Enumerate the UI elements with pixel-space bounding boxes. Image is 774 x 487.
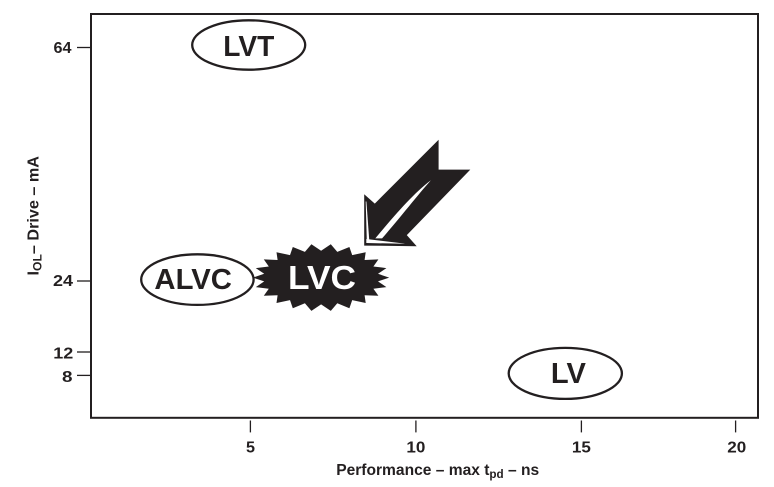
svg-text:8: 8 — [62, 369, 73, 386]
svg-text:LVT: LVT — [223, 31, 274, 63]
svg-text:LVC: LVC — [288, 259, 356, 296]
svg-text:Performance – max tpd – ns: Performance – max tpd – ns — [336, 462, 539, 481]
svg-text:ALVC: ALVC — [154, 264, 232, 296]
svg-text:24: 24 — [53, 273, 73, 290]
svg-text:12: 12 — [53, 345, 73, 362]
svg-text:20: 20 — [727, 439, 746, 456]
svg-text:5: 5 — [246, 439, 255, 456]
svg-text:IOL– Drive – mA: IOL– Drive – mA — [26, 156, 45, 276]
svg-text:10: 10 — [406, 439, 425, 456]
svg-text:15: 15 — [572, 439, 591, 456]
svg-text:64: 64 — [54, 40, 72, 57]
svg-text:LV: LV — [551, 358, 587, 390]
